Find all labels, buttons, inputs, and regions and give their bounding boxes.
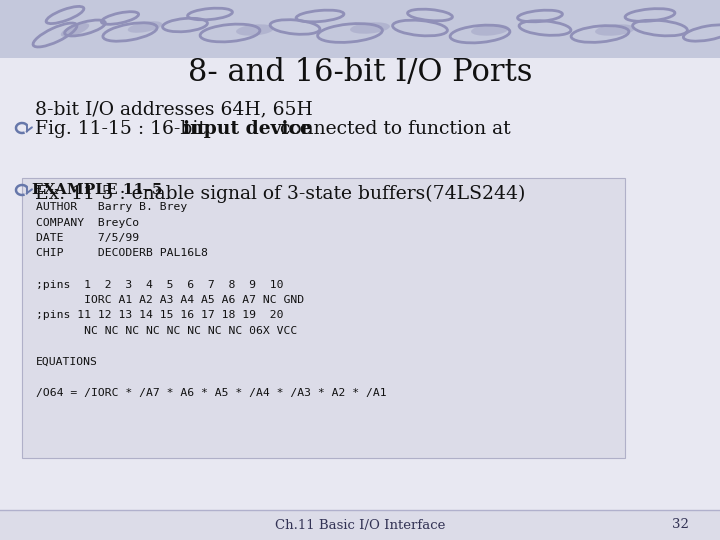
Text: /O64 = /IORC * /A7 * A6 * A5 * /A4 * /A3 * A2 * /A1: /O64 = /IORC * /A7 * A6 * A5 * /A4 * /A3…	[36, 388, 387, 398]
Ellipse shape	[127, 21, 162, 33]
Text: AUTHOR   Barry B. Brey: AUTHOR Barry B. Brey	[36, 202, 187, 212]
FancyBboxPatch shape	[22, 178, 625, 458]
Text: Fig. 11-15 : 16-bit: Fig. 11-15 : 16-bit	[35, 120, 212, 138]
Ellipse shape	[595, 24, 635, 36]
Text: COMPANY  BreyCo: COMPANY BreyCo	[36, 218, 139, 227]
Text: connected to function at: connected to function at	[274, 120, 510, 138]
Text: CHIP     DECODERB PAL16L8: CHIP DECODERB PAL16L8	[36, 248, 208, 259]
Bar	[0, 58, 720, 510]
Ellipse shape	[350, 22, 390, 33]
Text: 8- and 16-bit I/O Ports: 8- and 16-bit I/O Ports	[188, 57, 532, 87]
Text: NC NC NC NC NC NC NC NC 06X VCC: NC NC NC NC NC NC NC NC 06X VCC	[36, 326, 297, 336]
Text: ;pins 11 12 13 14 15 16 17 18 19  20: ;pins 11 12 13 14 15 16 17 18 19 20	[36, 310, 284, 321]
Text: Ex. 11-5 : enable signal of 3-state buffers(74LS244): Ex. 11-5 : enable signal of 3-state buff…	[35, 185, 526, 203]
Text: EQUATIONS: EQUATIONS	[36, 357, 98, 367]
Text: DATE     7/5/99: DATE 7/5/99	[36, 233, 139, 243]
Text: EXAMPLE 11–5: EXAMPLE 11–5	[32, 183, 163, 197]
Bar	[0, 0, 720, 58]
Ellipse shape	[471, 24, 509, 36]
Text: IORC A1 A2 A3 A4 A5 A6 A7 NC GND: IORC A1 A2 A3 A4 A5 A6 A7 NC GND	[36, 295, 304, 305]
Text: ;pins  1  2  3  4  5  6  7  8  9  10: ;pins 1 2 3 4 5 6 7 8 9 10	[36, 280, 284, 289]
Text: 32: 32	[672, 518, 688, 531]
Text: input device: input device	[183, 120, 312, 138]
Text: Ch.11 Basic I/O Interface: Ch.11 Basic I/O Interface	[275, 518, 445, 531]
Ellipse shape	[60, 23, 89, 37]
Bar	[0, 510, 720, 540]
Text: 8-bit I/O addresses 64H, 65H: 8-bit I/O addresses 64H, 65H	[35, 100, 312, 118]
Ellipse shape	[236, 24, 274, 36]
